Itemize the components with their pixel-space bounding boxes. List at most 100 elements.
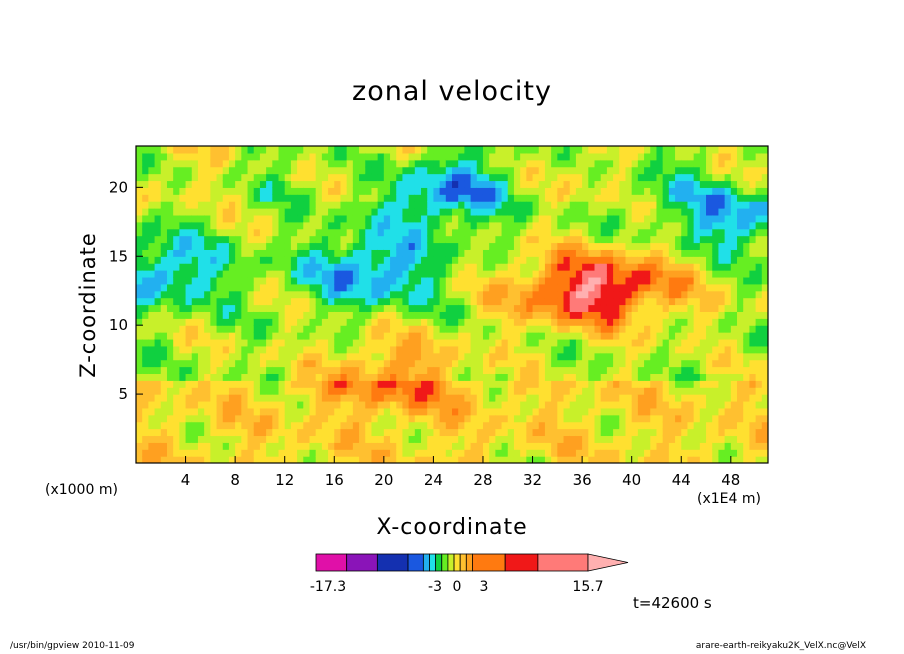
field-cell: [662, 428, 670, 437]
field-cell: [551, 276, 558, 285]
field-cell: [371, 187, 379, 195]
field-cell: [761, 235, 768, 244]
field-cell: [179, 421, 187, 430]
field-cell: [284, 173, 292, 182]
field-cell: [303, 242, 311, 250]
field-cell: [730, 380, 738, 388]
field-cell: [377, 311, 385, 319]
field-cell: [489, 194, 496, 202]
field-cell: [340, 235, 348, 244]
field-cell: [235, 283, 242, 292]
field-cell: [476, 359, 484, 368]
field-cell: [241, 270, 249, 278]
field-cell: [681, 428, 689, 437]
field-cell: [216, 290, 224, 299]
field-cell: [575, 394, 583, 402]
field-cell: [569, 325, 577, 333]
field-cell: [489, 428, 496, 437]
field-cell: [210, 221, 218, 230]
field-cell: [222, 366, 230, 375]
field-cell: [520, 352, 527, 361]
field-cell: [278, 214, 286, 223]
field-cell: [600, 201, 608, 209]
field-cell: [272, 180, 280, 188]
field-cell: [421, 297, 428, 306]
field-cell: [166, 345, 174, 354]
field-cell: [507, 242, 515, 250]
field-cell: [390, 256, 397, 264]
field-cell: [321, 332, 329, 340]
field-cell: [408, 387, 416, 395]
field-cell: [352, 180, 360, 188]
field-cell: [644, 152, 651, 161]
field-cell: [582, 173, 589, 182]
field-cell: [625, 194, 633, 202]
field-cell: [458, 235, 465, 244]
field-cell: [185, 221, 193, 230]
field-cell: [563, 311, 571, 319]
field-cell: [377, 235, 385, 244]
field-cell: [737, 283, 744, 292]
field-cell: [743, 235, 751, 244]
field-cell: [297, 311, 304, 319]
field-cell: [136, 201, 143, 209]
field-cell: [706, 256, 713, 264]
field-cell: [458, 359, 465, 368]
field-cell: [346, 435, 354, 443]
field-cell: [222, 194, 230, 202]
field-cell: [235, 249, 242, 257]
field-cell: [439, 187, 447, 195]
field-cell: [303, 400, 311, 409]
field-cell: [315, 456, 323, 463]
field-cell: [662, 338, 670, 347]
field-cell: [402, 456, 410, 463]
field-cell: [662, 208, 670, 216]
x-tick-label: 40: [622, 471, 641, 489]
field-cell: [513, 201, 521, 209]
field-cell: [569, 263, 577, 271]
field-cell: [365, 345, 373, 354]
field-cell: [625, 201, 633, 209]
field-cell: [749, 414, 757, 423]
field-cell: [253, 325, 261, 333]
field-cell: [390, 407, 397, 416]
field-cell: [346, 332, 354, 340]
field-cell: [569, 407, 577, 416]
field-cell: [359, 194, 366, 202]
field-cell: [179, 221, 187, 230]
field-cell: [148, 400, 156, 409]
field-cell: [228, 352, 236, 361]
field-cell: [383, 414, 391, 423]
field-cell: [470, 456, 478, 463]
field-cell: [197, 387, 205, 395]
field-cell: [148, 256, 156, 264]
field-cell: [390, 421, 397, 430]
field-cell: [699, 180, 707, 188]
field-cell: [569, 421, 577, 430]
field-cell: [216, 325, 224, 333]
field-cell: [495, 270, 503, 278]
field-cell: [154, 152, 162, 161]
field-cell: [532, 345, 540, 354]
field-cell: [284, 311, 292, 319]
field-cell: [706, 387, 713, 395]
field-cell: [569, 345, 577, 354]
field-cell: [501, 352, 509, 361]
field-cell: [284, 194, 292, 202]
field-cell: [383, 263, 391, 271]
field-cell: [309, 380, 317, 388]
field-cell: [148, 152, 156, 161]
field-cell: [179, 256, 187, 264]
field-cell: [383, 228, 391, 237]
field-cell: [154, 297, 162, 306]
field-cell: [458, 146, 465, 154]
field-cell: [606, 456, 614, 463]
field-cell: [247, 201, 255, 209]
field-cell: [600, 400, 608, 409]
field-cell: [693, 249, 701, 257]
field-cell: [470, 290, 478, 299]
field-cell: [266, 407, 273, 416]
field-cell: [166, 400, 174, 409]
field-cell: [414, 311, 422, 319]
field-cell: [396, 435, 404, 443]
